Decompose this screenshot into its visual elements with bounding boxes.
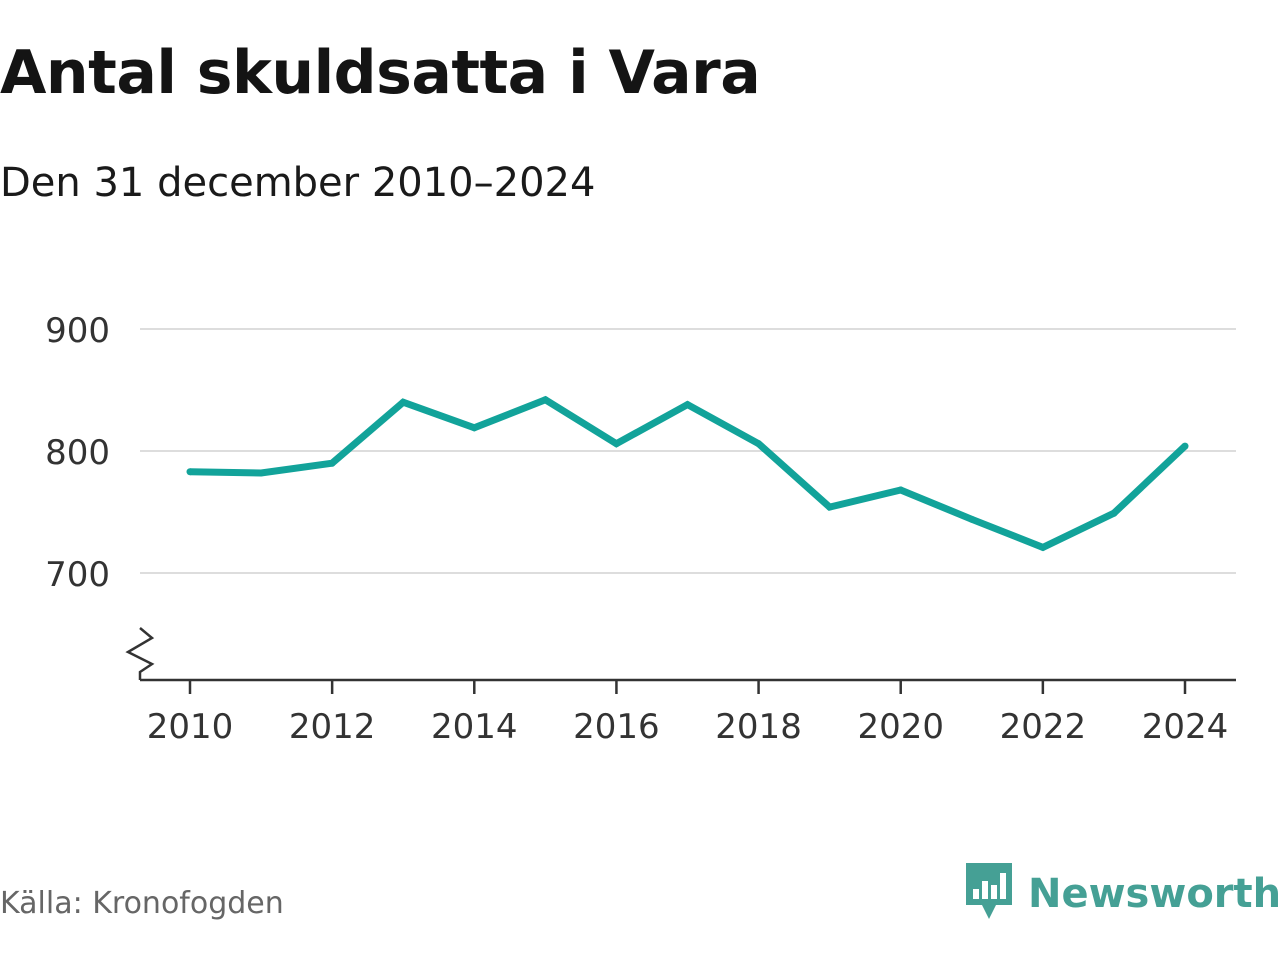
data-point-2012 (328, 459, 336, 467)
data-point-2017 (684, 401, 691, 409)
x-axis (125, 627, 1236, 694)
y-axis-break (125, 627, 155, 680)
data-point-2021 (968, 515, 976, 523)
source-note: Källa: Kronofogden (0, 886, 284, 921)
data-point-2016 (612, 440, 620, 448)
x-tick-label-2018: 2018 (715, 707, 802, 747)
data-point-2011 (257, 469, 265, 477)
y-axis-tick-labels: 700 800 900 (45, 311, 110, 595)
data-point-2020 (897, 486, 905, 494)
chart-title: Antal skuldsatta i Vara (0, 38, 761, 108)
chart-subtitle: Den 31 december 2010–2024 (0, 160, 596, 206)
brand-name: Newsworthy (1028, 871, 1280, 917)
y-tick-label-700: 700 (45, 555, 110, 595)
gridlines (140, 328, 1236, 574)
data-point-2013 (399, 398, 407, 406)
x-tick-label-2020: 2020 (857, 707, 944, 747)
x-tick-label-2014: 2014 (431, 707, 518, 747)
brand-logo: Newsworthy (964, 862, 1280, 926)
data-point-2024 (1181, 442, 1189, 450)
y-tick-label-900: 900 (45, 311, 110, 351)
x-tick-label-2010: 2010 (147, 707, 234, 747)
data-point-2022 (1039, 543, 1047, 551)
data-point-2018 (755, 440, 763, 448)
data-point-2015 (541, 396, 549, 404)
y-tick-label-800: 800 (45, 433, 110, 473)
bar-chart-speech-bubble-icon (964, 861, 1014, 927)
data-point-2014 (470, 424, 478, 432)
x-axis-tick-labels: 2010 2012 2014 2016 2018 2020 2022 2024 (147, 707, 1229, 747)
data-point-2010 (186, 468, 194, 476)
series (186, 395, 1189, 552)
series-line-0 (189, 395, 1188, 552)
data-point-2023 (1110, 509, 1118, 517)
x-tick-label-2022: 2022 (1000, 707, 1087, 747)
data-point-2019 (826, 503, 834, 511)
x-tick-label-2016: 2016 (573, 707, 660, 747)
x-tick-label-2024: 2024 (1142, 707, 1229, 747)
x-tick-label-2012: 2012 (289, 707, 376, 747)
